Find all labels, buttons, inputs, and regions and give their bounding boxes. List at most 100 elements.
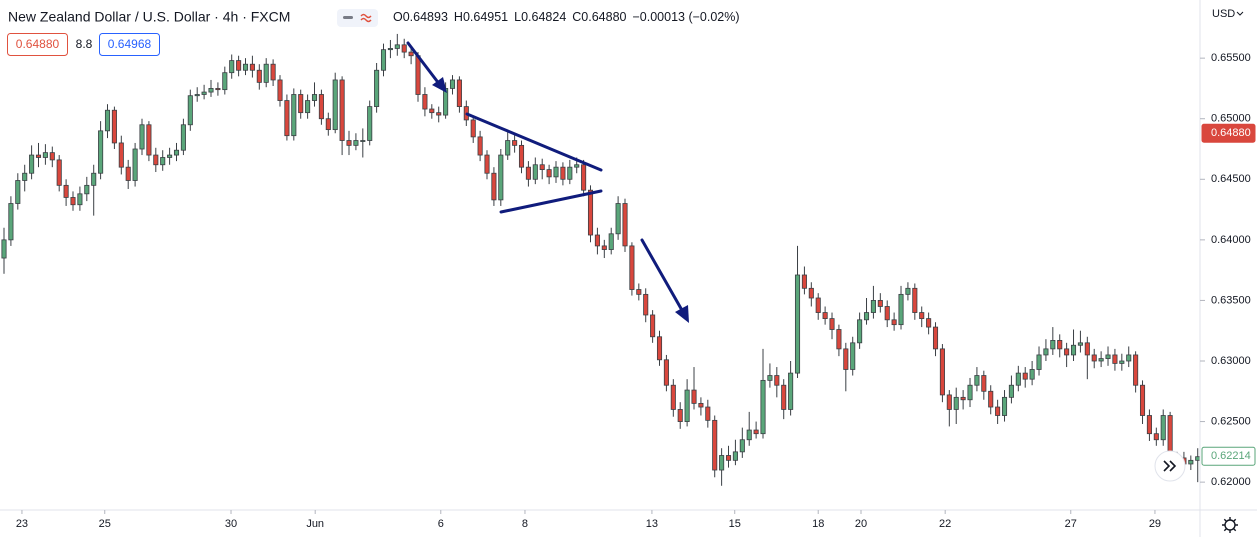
candle-body bbox=[594, 234, 600, 247]
candle-body bbox=[843, 348, 849, 370]
y-tick-label: 0.62000 bbox=[1211, 476, 1251, 488]
candle-body bbox=[318, 94, 324, 120]
candle-body bbox=[132, 148, 138, 181]
candle-body bbox=[477, 136, 483, 156]
candle-body bbox=[77, 193, 83, 206]
candle-body bbox=[850, 342, 856, 370]
x-tick-label: 30 bbox=[225, 518, 237, 530]
arrow-head bbox=[675, 305, 689, 323]
currency[interactable]: USD bbox=[1212, 8, 1235, 20]
candle-body bbox=[291, 94, 297, 137]
candle-body bbox=[332, 79, 338, 131]
candle-body bbox=[229, 60, 235, 74]
arrow-line bbox=[406, 41, 442, 87]
icon bbox=[1222, 517, 1238, 533]
buy-price[interactable]: 0.64968 bbox=[108, 37, 152, 51]
candle-body bbox=[1119, 360, 1125, 364]
candle-body bbox=[180, 124, 186, 151]
candle-body bbox=[49, 152, 55, 161]
candle-body bbox=[139, 124, 145, 150]
candle-body bbox=[1064, 348, 1070, 356]
candle-body bbox=[877, 300, 883, 307]
arrow-line bbox=[640, 238, 685, 314]
candle-body bbox=[525, 166, 531, 180]
price-tag bbox=[1201, 123, 1256, 143]
price-tag-label: 0.64880 bbox=[1211, 127, 1251, 139]
candle-body bbox=[1015, 372, 1021, 386]
drawings bbox=[406, 41, 689, 323]
buy-button[interactable] bbox=[99, 33, 160, 56]
candle-body bbox=[491, 172, 497, 201]
x-tick-label: 29 bbox=[1149, 518, 1161, 530]
candle-body bbox=[1091, 354, 1097, 362]
candle-body bbox=[705, 406, 711, 421]
candle-body bbox=[608, 233, 614, 250]
candle-body bbox=[926, 318, 932, 328]
legend-item: C0.64880 bbox=[572, 10, 626, 24]
candle-body bbox=[208, 88, 214, 93]
candle-body bbox=[677, 409, 683, 422]
candle-body bbox=[236, 60, 242, 71]
candle-body bbox=[311, 94, 318, 101]
candle-body bbox=[339, 79, 345, 141]
candle-body bbox=[111, 109, 117, 144]
candle-body bbox=[29, 154, 35, 174]
candle-body bbox=[201, 91, 207, 95]
x-tick-label: 13 bbox=[646, 518, 658, 530]
candle-body bbox=[305, 100, 311, 114]
y-tick-label: 0.62500 bbox=[1211, 415, 1251, 427]
legend-item: O0.64893 bbox=[393, 10, 448, 24]
y-tick-label: 0.65000 bbox=[1211, 113, 1251, 125]
candle-body bbox=[712, 419, 718, 471]
sell-price[interactable]: 0.64880 bbox=[16, 37, 60, 51]
candle-body bbox=[684, 389, 690, 422]
candle-body bbox=[1077, 342, 1083, 346]
candle-body bbox=[325, 118, 331, 131]
candle-body bbox=[587, 189, 594, 236]
candle-body bbox=[1112, 354, 1118, 364]
candle-body bbox=[932, 326, 939, 350]
candle-body bbox=[360, 140, 366, 142]
x-tick-label: 23 bbox=[16, 518, 28, 530]
x-tick-label: 22 bbox=[939, 518, 951, 530]
legend-item: L0.64824 bbox=[514, 10, 566, 24]
candle-body bbox=[905, 287, 911, 295]
candle-body bbox=[1139, 384, 1146, 416]
x-tick-label: Jun bbox=[306, 518, 324, 530]
candle-body bbox=[146, 124, 152, 156]
candle-body bbox=[1133, 354, 1139, 386]
candle-body bbox=[546, 169, 552, 178]
candle-body bbox=[1001, 396, 1008, 416]
candle-body bbox=[567, 166, 573, 180]
candle-body bbox=[8, 203, 14, 241]
candle-body bbox=[470, 119, 476, 138]
candle-body bbox=[974, 375, 980, 386]
sell-button[interactable] bbox=[7, 33, 68, 56]
candle-body bbox=[788, 372, 794, 410]
candle-body bbox=[449, 79, 456, 89]
candle-body bbox=[173, 149, 180, 156]
candle-body bbox=[194, 94, 200, 97]
candle-body bbox=[808, 287, 814, 299]
candle-body bbox=[760, 379, 766, 435]
candle-body bbox=[408, 51, 414, 57]
candle-body bbox=[1195, 456, 1201, 461]
candle-body bbox=[988, 390, 994, 408]
candle-body bbox=[1098, 358, 1104, 362]
candle-body bbox=[367, 106, 373, 141]
candle-body bbox=[574, 164, 580, 168]
indicator-toggle[interactable] bbox=[337, 9, 378, 27]
candle-body bbox=[960, 396, 966, 401]
candle-body bbox=[15, 180, 21, 204]
candle-body bbox=[560, 166, 566, 180]
candle-body bbox=[898, 293, 904, 326]
candle-body bbox=[767, 375, 773, 381]
candle-body bbox=[650, 314, 656, 338]
candle-body bbox=[822, 312, 828, 319]
candle-body bbox=[857, 319, 863, 344]
candle-body bbox=[836, 329, 842, 350]
candle-body bbox=[801, 274, 807, 289]
candle-body bbox=[870, 300, 876, 313]
candle-body bbox=[298, 94, 304, 114]
candle-body bbox=[1050, 340, 1056, 350]
